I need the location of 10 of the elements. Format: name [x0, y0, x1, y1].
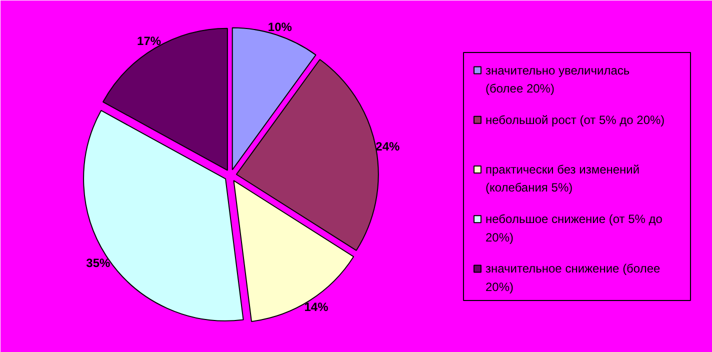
data-label: 35% [86, 256, 111, 270]
data-label: 10% [268, 20, 292, 34]
legend-label: небольшое снижение (от 5% до 20%) [486, 212, 663, 244]
legend-label: значительно увеличилась (более 20%) [486, 63, 630, 96]
legend-label: небольшой рост (от 5% до 20%) [486, 112, 665, 127]
legend-label: значительное снижение (более 20%) [486, 262, 661, 294]
legend-label: практически без изменений (колебания 5%) [486, 162, 640, 195]
data-label: 17% [137, 34, 162, 48]
data-label: 14% [304, 300, 329, 314]
data-label: 24% [376, 139, 400, 154]
